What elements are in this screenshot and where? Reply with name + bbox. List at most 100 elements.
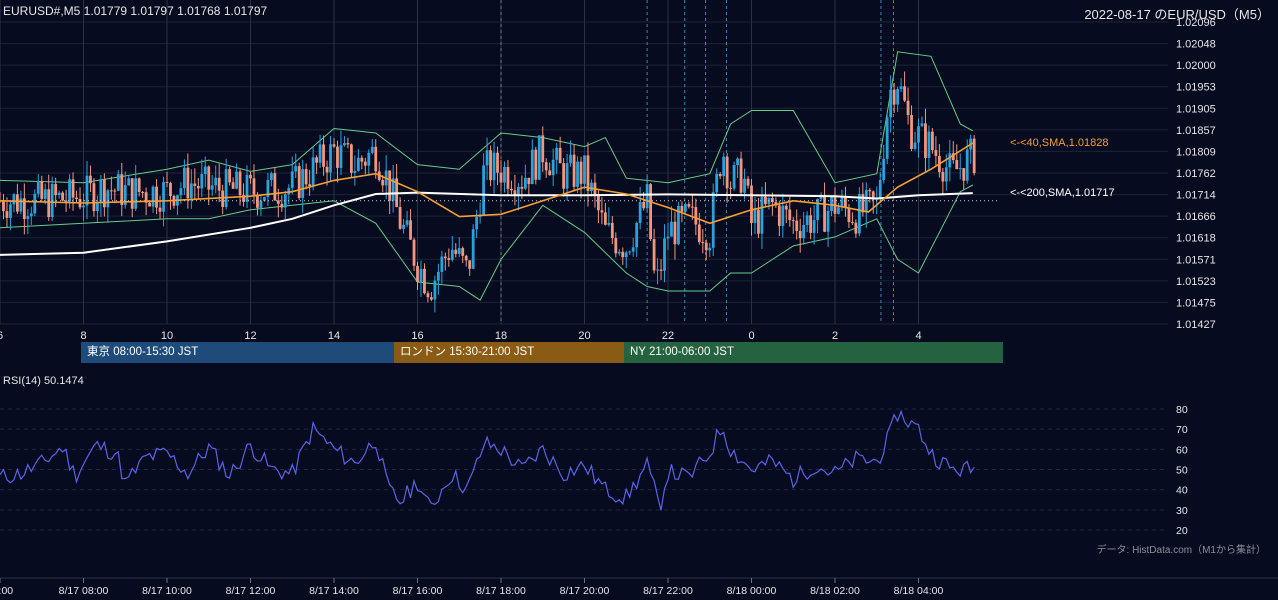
rsi-polyline [0, 409, 975, 511]
candle-body [586, 155, 590, 191]
time-tick-label: 8/17 10:00 [142, 585, 192, 597]
candle-body [200, 174, 204, 189]
candle-body [228, 169, 232, 183]
hour-tick-label: 12 [244, 330, 256, 342]
candle-body [857, 194, 861, 234]
candle-body [339, 145, 343, 168]
rsi-tick-label: 40 [1176, 485, 1188, 497]
candle-body [182, 167, 186, 189]
rsi-gridlines [0, 408, 1168, 531]
candle-body [26, 216, 30, 220]
candle-body [301, 169, 305, 199]
candle-body [739, 158, 743, 193]
session-ny: NY 21:00-06:00 JST [624, 342, 1003, 363]
candle-body [189, 183, 193, 199]
candle-body [391, 178, 395, 201]
candle-body [92, 183, 96, 212]
candle-body [697, 224, 701, 243]
candle-body [273, 173, 277, 201]
candle-body [530, 149, 534, 185]
candle-body [398, 206, 402, 229]
bollinger-bands [0, 51, 974, 301]
price-tick-label: 1.01762 [1176, 168, 1216, 180]
candle-body [47, 189, 51, 218]
rsi-axis-labels: 80 70 60 50 40 30 20 [1176, 404, 1188, 537]
candle-body [116, 174, 120, 191]
candle-body [781, 205, 785, 226]
candle-body [868, 189, 872, 192]
candle-body [746, 178, 750, 186]
rsi-label: RSI(14) 50.1474 [3, 375, 84, 387]
candle-body [214, 177, 218, 186]
candle-body [516, 186, 520, 196]
candle-body [642, 201, 646, 209]
candle-body [137, 178, 141, 192]
candle-body [917, 126, 920, 143]
candle-body [9, 204, 12, 218]
candle-body [621, 251, 625, 258]
rsi-tick-label: 20 [1176, 525, 1188, 537]
candle-body [913, 142, 917, 149]
candle-body [430, 297, 433, 300]
rsi-tick-label: 50 [1176, 465, 1188, 477]
candle-body [123, 185, 127, 206]
candle-body [590, 182, 593, 191]
candle-body [948, 153, 952, 168]
candle-body [447, 258, 451, 260]
candle-body [266, 180, 270, 198]
candle-body [864, 189, 868, 213]
price-tick-label: 1.02000 [1176, 60, 1216, 72]
candle-body [409, 220, 412, 240]
candle-body [614, 238, 618, 254]
candle-body [725, 156, 729, 188]
candle-body [903, 86, 906, 101]
candle-body [245, 174, 249, 202]
candle-body [134, 178, 138, 209]
price-axis-labels: 1.02096 1.02048 1.02000 1.01953 1.01905 1.018… [1176, 17, 1216, 331]
candle-body [113, 190, 117, 192]
candle-body [607, 222, 611, 225]
candle-body [924, 123, 927, 158]
candle-body [356, 157, 360, 171]
rsi-tick-label: 60 [1176, 444, 1188, 456]
time-tick-label: 06:00 [0, 585, 13, 597]
candle-body [558, 147, 562, 164]
candle-body [729, 187, 733, 189]
candle-body [711, 192, 715, 248]
candle-body [336, 146, 339, 168]
candle-body [899, 86, 903, 90]
candle-body [513, 190, 517, 196]
candle-body [419, 268, 423, 282]
candle-body [217, 177, 221, 191]
candle-body [715, 174, 719, 193]
candle-body [489, 150, 492, 181]
candle-body [579, 161, 583, 184]
candle-body [405, 220, 409, 225]
candle-body [837, 207, 840, 214]
candle-body [690, 206, 694, 208]
candle-body [896, 89, 900, 105]
candle-body [71, 179, 75, 198]
candle-body [844, 197, 847, 209]
candle-body [934, 150, 938, 156]
candle-body [106, 190, 110, 208]
sma200-label: <-<200,SMA,1.01717 [1010, 187, 1115, 199]
hour-tick-label: 4 [915, 330, 921, 342]
candle-body [402, 224, 405, 229]
candle-body [798, 231, 802, 239]
candle-body [878, 180, 882, 198]
candle-body [370, 146, 374, 153]
candle-body [882, 158, 886, 181]
candle-body [795, 220, 799, 232]
candle-body [805, 215, 809, 225]
candle-body [280, 203, 284, 208]
candle-body [708, 247, 712, 251]
time-tick-label: 8/18 02:00 [810, 585, 860, 597]
time-tick-label: 8/17 18:00 [476, 585, 526, 597]
candle-body [242, 195, 245, 202]
candle-body [322, 144, 325, 167]
session-london: ロンドン 15:30-21:00 JST [394, 342, 624, 363]
candle-body [753, 209, 757, 223]
candle-body [249, 174, 252, 179]
candle-body [238, 171, 242, 196]
